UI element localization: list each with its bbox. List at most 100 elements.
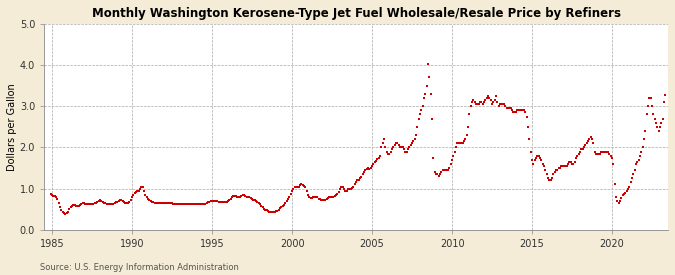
Point (435, 172, 446, 176)
Point (246, 196, 256, 200)
Point (564, 160, 575, 164)
Point (533, 153, 544, 158)
Point (429, 170, 440, 174)
Point (302, 192, 313, 197)
Point (220, 200, 231, 204)
Point (473, 102, 484, 106)
Point (123, 201, 134, 205)
Point (424, 75, 435, 80)
Point (130, 191, 140, 195)
Point (621, 188, 632, 193)
Point (280, 201, 291, 205)
Point (354, 176, 365, 180)
Point (244, 195, 255, 199)
Point (604, 152, 615, 156)
Point (134, 188, 144, 193)
Point (51, 195, 61, 199)
Point (74, 204, 84, 208)
Point (183, 202, 194, 207)
Point (324, 195, 335, 199)
Point (122, 201, 132, 205)
Point (619, 191, 630, 196)
Point (454, 141, 464, 145)
Point (111, 200, 122, 204)
Point (441, 168, 452, 172)
Point (560, 164, 571, 168)
Point (211, 199, 221, 203)
Point (448, 153, 459, 158)
Point (146, 200, 157, 204)
Point (632, 160, 643, 164)
Point (68, 203, 79, 207)
Point (240, 194, 251, 198)
Point (116, 198, 127, 202)
Point (516, 108, 526, 112)
Point (104, 202, 115, 207)
Point (291, 184, 302, 189)
Point (108, 202, 119, 206)
Point (536, 158, 547, 162)
Point (223, 199, 234, 203)
Point (216, 200, 227, 204)
Point (276, 205, 287, 209)
Point (126, 198, 136, 202)
Point (212, 199, 223, 203)
Point (487, 102, 497, 106)
Point (217, 200, 228, 204)
Point (580, 143, 591, 148)
Point (652, 125, 663, 129)
Point (208, 199, 219, 203)
Point (470, 102, 481, 106)
Point (644, 96, 655, 100)
Point (633, 158, 644, 162)
Point (460, 137, 470, 141)
Point (348, 184, 359, 189)
Point (317, 198, 328, 202)
Point (437, 168, 448, 172)
Point (618, 192, 628, 197)
Point (323, 196, 333, 200)
Point (605, 153, 616, 158)
Point (535, 156, 545, 160)
Point (49, 194, 60, 198)
Point (391, 141, 402, 145)
Point (117, 199, 128, 203)
Point (517, 108, 528, 112)
Point (272, 209, 283, 213)
Point (329, 194, 340, 198)
Point (637, 145, 648, 150)
Point (239, 192, 250, 197)
Point (275, 206, 286, 211)
Point (461, 133, 472, 137)
Point (567, 162, 578, 166)
Point (458, 141, 468, 145)
Point (576, 147, 587, 152)
Point (182, 202, 192, 207)
Point (153, 201, 164, 205)
Point (539, 164, 549, 168)
Point (480, 98, 491, 102)
Point (279, 203, 290, 207)
Point (127, 195, 138, 199)
Point (277, 204, 288, 208)
Point (493, 104, 504, 108)
Point (193, 202, 204, 207)
Point (140, 192, 151, 197)
Point (608, 162, 619, 166)
Point (400, 149, 411, 154)
Point (563, 162, 574, 166)
Point (462, 125, 473, 129)
Point (456, 141, 467, 145)
Point (79, 201, 90, 205)
Point (497, 102, 508, 106)
Point (163, 201, 173, 205)
Point (514, 108, 524, 112)
Point (616, 196, 627, 200)
Point (65, 205, 76, 209)
Point (369, 160, 380, 164)
Point (507, 108, 518, 112)
Point (649, 116, 660, 121)
Point (252, 200, 263, 204)
Point (171, 202, 182, 207)
Point (194, 202, 205, 206)
